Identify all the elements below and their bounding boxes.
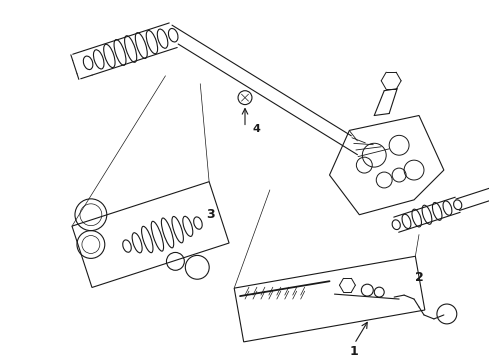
- Text: 4: 4: [253, 124, 261, 134]
- Polygon shape: [72, 182, 229, 288]
- Text: 3: 3: [206, 208, 215, 221]
- Text: 1: 1: [349, 345, 358, 357]
- Text: 2: 2: [415, 271, 423, 284]
- Polygon shape: [234, 256, 425, 342]
